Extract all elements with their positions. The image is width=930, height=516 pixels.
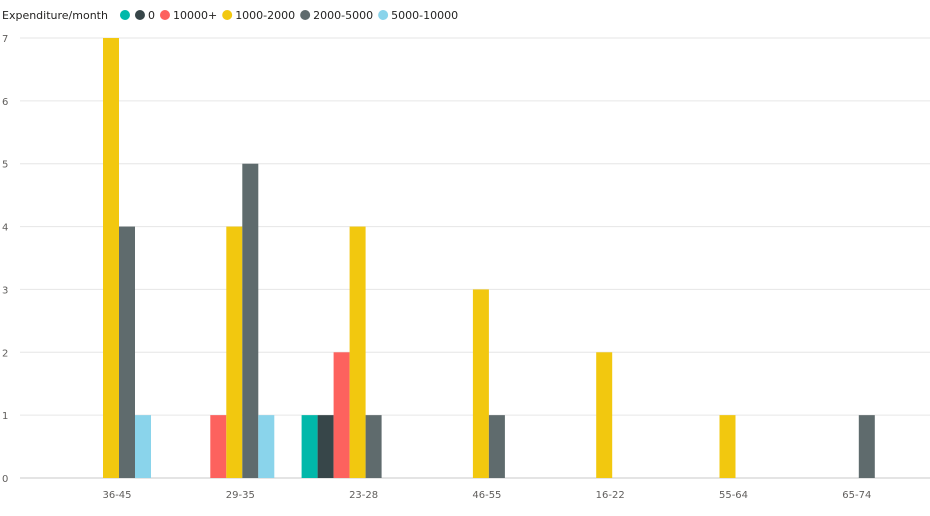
bar[interactable] (333, 352, 350, 478)
legend-item[interactable]: 10000+ (159, 9, 217, 22)
y-tick-label: 1 (2, 411, 8, 422)
y-tick-label: 2 (2, 348, 8, 359)
x-axis: 36-45 29-35 23-28 46-55 16-22 55-64 65-74 (102, 490, 871, 501)
bar[interactable] (349, 226, 366, 478)
bar[interactable] (596, 352, 613, 478)
legend-label: 1000-2000 (235, 9, 295, 22)
legend-label: 2000-5000 (313, 9, 373, 22)
legend-marker (159, 10, 170, 20)
y-tick-label: 3 (2, 285, 8, 296)
legend-marker (378, 10, 389, 20)
x-tick-label: 55-64 (719, 490, 748, 501)
legend-title: Expenditure/month (2, 9, 108, 22)
x-tick-label: 36-45 (102, 490, 131, 501)
bar[interactable] (226, 226, 243, 478)
legend-marker (119, 10, 130, 20)
bar[interactable] (119, 226, 135, 478)
bars (103, 38, 875, 478)
x-tick-label: 46-55 (472, 490, 501, 501)
bar[interactable] (210, 415, 227, 478)
legend-item[interactable]: 1000-2000 (222, 9, 295, 22)
legend-label: 0 (148, 9, 155, 22)
bar[interactable] (858, 415, 875, 478)
legend-item[interactable] (119, 10, 130, 20)
x-tick-label: 65-74 (842, 490, 871, 501)
y-tick-label: 6 (2, 97, 8, 108)
chart-legend: Expenditure/month 0 10000+ 1000-2000 2000-5… (2, 9, 458, 22)
bar[interactable] (103, 38, 119, 478)
y-axis: 0 1 2 3 4 5 6 7 (2, 34, 8, 485)
legend-item[interactable]: 5000-10000 (378, 9, 458, 22)
legend-label: 5000-10000 (391, 9, 458, 22)
bar[interactable] (488, 415, 505, 478)
bar[interactable] (719, 415, 736, 478)
bar[interactable] (135, 415, 151, 478)
bar[interactable] (317, 415, 334, 478)
legend-item[interactable]: 2000-5000 (300, 9, 373, 22)
y-tick-label: 0 (2, 474, 8, 485)
legend-marker (222, 10, 233, 20)
bar[interactable] (258, 415, 275, 478)
legend-item[interactable]: 0 (134, 9, 155, 22)
legend-marker (134, 10, 145, 20)
bar[interactable] (242, 163, 259, 478)
bar[interactable] (472, 289, 489, 478)
y-tick-label: 4 (2, 223, 8, 234)
bar[interactable] (301, 415, 318, 478)
y-tick-label: 5 (2, 160, 8, 171)
legend-marker (300, 10, 311, 20)
x-tick-label: 16-22 (596, 490, 625, 501)
y-tick-label: 7 (2, 34, 8, 45)
legend-label: 10000+ (173, 9, 217, 22)
x-tick-label: 23-28 (349, 490, 378, 501)
bar[interactable] (365, 415, 382, 478)
x-tick-label: 29-35 (226, 490, 255, 501)
